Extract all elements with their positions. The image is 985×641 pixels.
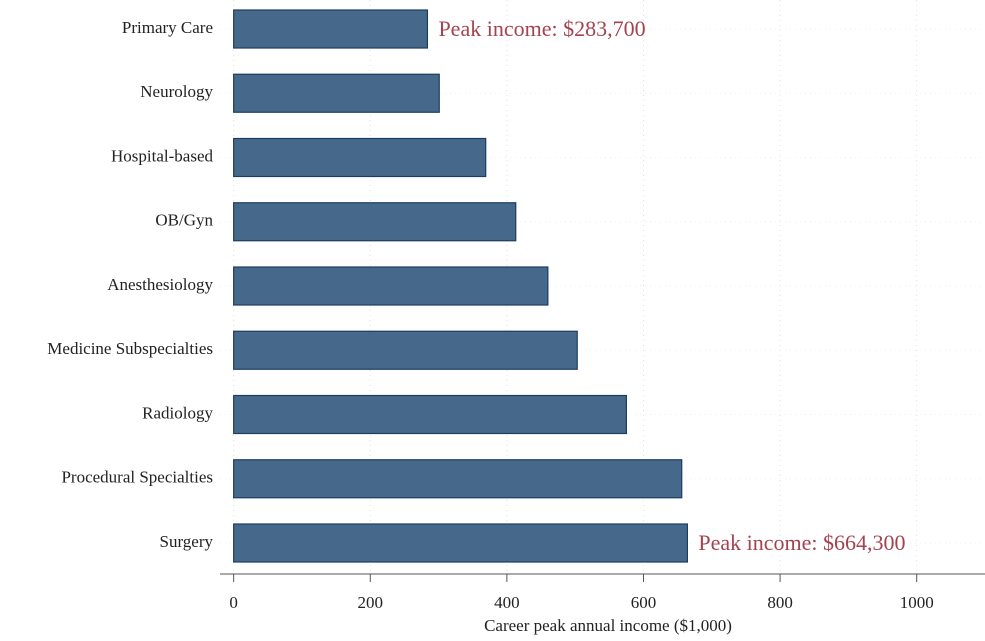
x-tick-label: 800 xyxy=(767,593,793,612)
y-tick-label: Anesthesiology xyxy=(107,275,213,294)
y-tick-label: Surgery xyxy=(159,532,213,551)
x-tick-label: 1000 xyxy=(900,593,934,612)
value-label: Peak income: $664,300 xyxy=(698,530,905,555)
x-tick-label: 0 xyxy=(229,593,238,612)
bar xyxy=(233,137,487,178)
bar xyxy=(233,459,683,499)
y-tick-label: Neurology xyxy=(140,82,213,101)
bar xyxy=(233,523,689,563)
y-tick-label: Radiology xyxy=(142,403,213,422)
y-tick-label: OB/Gyn xyxy=(155,211,213,230)
x-tick-label: 400 xyxy=(494,593,520,612)
bar xyxy=(233,73,440,113)
y-tick-label: Medicine Subspecialties xyxy=(47,339,213,358)
y-tick-label: Procedural Specialties xyxy=(61,468,213,487)
bar xyxy=(233,330,578,370)
x-axis-title: Career peak annual income ($1,000) xyxy=(484,616,732,635)
bar xyxy=(233,266,549,306)
y-tick-label: Primary Care xyxy=(122,18,213,37)
bar xyxy=(233,202,517,242)
y-tick-label: Hospital-based xyxy=(111,146,213,165)
bar xyxy=(233,394,628,435)
value-label: Peak income: $283,700 xyxy=(438,16,645,41)
x-tick-label: 200 xyxy=(358,593,384,612)
x-tick-label: 600 xyxy=(631,593,657,612)
bar xyxy=(233,9,429,49)
